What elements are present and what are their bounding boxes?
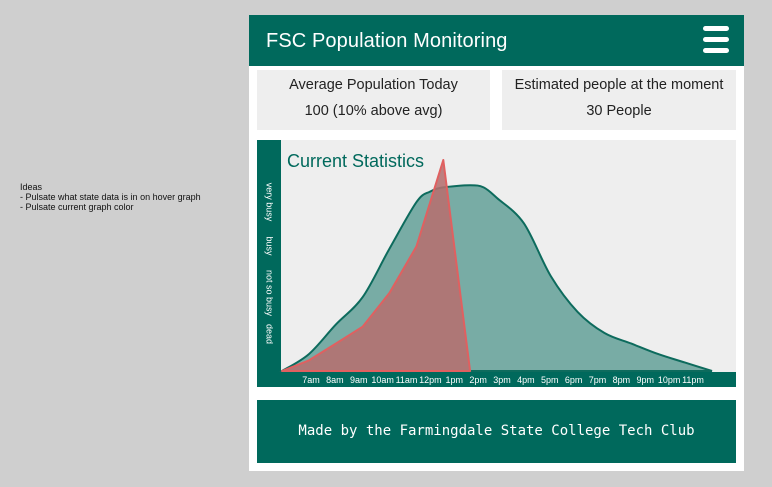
x-tick-label: 1pm: [446, 375, 464, 385]
current-people-value: 30 People: [586, 103, 652, 119]
footer-credit: Made by the Farmingdale State College Te…: [257, 400, 736, 463]
notes-item: - Pulsate what state data is in on hover…: [20, 192, 201, 202]
notes-item: - Pulsate current graph color: [20, 202, 134, 212]
y-level-label: not so busy: [265, 270, 275, 317]
x-tick-label: 7am: [302, 375, 320, 385]
hamburger-menu-icon[interactable]: [703, 26, 729, 54]
x-tick-label: 10pm: [658, 375, 681, 385]
app-header: FSC Population Monitoring: [249, 15, 744, 66]
y-axis-bar: [257, 140, 281, 387]
average-population-label: Average Population Today: [289, 77, 458, 93]
x-tick-label: 6pm: [565, 375, 583, 385]
x-tick-label: 12pm: [419, 375, 442, 385]
x-tick-label: 9pm: [637, 375, 655, 385]
today-population-area[interactable]: [281, 159, 472, 372]
app-title: FSC Population Monitoring: [266, 30, 508, 52]
average-population-value: 100 (10% above avg): [304, 103, 443, 119]
y-level-label: busy: [265, 236, 275, 256]
x-tick-label: 4pm: [517, 375, 535, 385]
y-level-label: dead: [265, 324, 275, 344]
x-tick-label: 9am: [350, 375, 368, 385]
statistics-chart-panel: Current Statistics dead not so busy busy ve…: [257, 140, 736, 387]
x-tick-label: 7pm: [589, 375, 607, 385]
x-tick-label: 2pm: [469, 375, 487, 385]
x-axis-bar: [281, 372, 736, 387]
x-tick-label: 8pm: [613, 375, 631, 385]
ideas-notes: Ideas - Pulsate what state data is in on…: [20, 182, 201, 212]
x-tick-label: 5pm: [541, 375, 559, 385]
x-tick-label: 10am: [371, 375, 394, 385]
app-card: FSC Population Monitoring Average Popula…: [249, 15, 744, 471]
statistics-chart[interactable]: Current Statistics dead not so busy busy ve…: [257, 140, 736, 387]
chart-title: Current Statistics: [287, 151, 424, 171]
x-tick-label: 3pm: [493, 375, 511, 385]
x-tick-label: 8am: [326, 375, 344, 385]
x-tick-label: 11pm: [682, 375, 704, 385]
current-people-label: Estimated people at the moment: [514, 77, 724, 93]
current-people-card: Estimated people at the moment 30 People: [502, 70, 736, 130]
average-population-card: Average Population Today 100 (10% above …: [257, 70, 490, 130]
y-level-label: very busy: [265, 183, 275, 222]
x-tick-label: 11am: [396, 375, 418, 385]
notes-title: Ideas: [20, 182, 43, 192]
